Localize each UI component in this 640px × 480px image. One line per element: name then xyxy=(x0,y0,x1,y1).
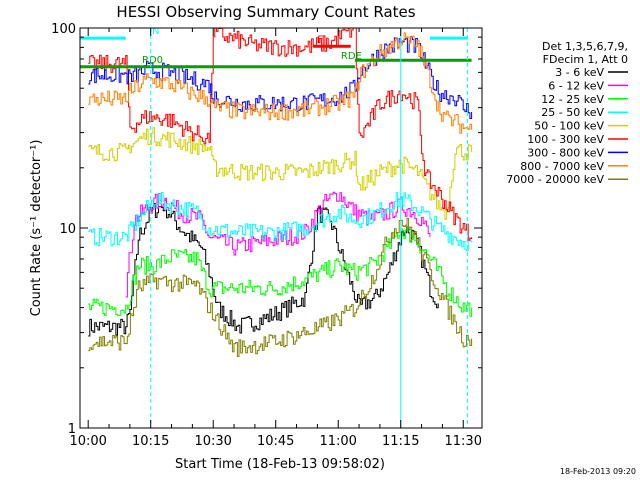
legend-header-1: Det 1,3,5,6,7,9, xyxy=(542,40,628,53)
series-line-4 xyxy=(88,191,473,252)
y-axis-label: Count Rate (s⁻¹ detector⁻¹) xyxy=(29,140,44,317)
legend-label-2: 6 - 12 keV xyxy=(548,79,604,92)
date-stamp: 18-Feb-2013 09:20 xyxy=(560,467,636,476)
legend-label-3: 12 - 25 keV xyxy=(541,93,604,106)
legend-label-6: 100 - 300 keV xyxy=(527,133,604,146)
x-tick-label-4: 10:45 xyxy=(257,434,294,449)
legend-header-2: FDecim 1, Att 0 xyxy=(543,53,628,66)
legend-label-8: 800 - 7000 keV xyxy=(520,160,604,173)
markers-layer: N RD0 RDE F xyxy=(80,26,472,428)
series-line-6 xyxy=(88,28,473,241)
x-tick-label-6: 11:15 xyxy=(382,434,419,449)
y-tick-label-2: 10 xyxy=(59,222,76,237)
series-line-8 xyxy=(88,32,473,134)
legend-label-5: 50 - 100 keV xyxy=(534,120,604,133)
y-axis: 1 10 100 xyxy=(51,22,482,437)
legend-label-4: 25 - 50 keV xyxy=(541,106,604,119)
series-layer xyxy=(88,28,473,357)
x-tick-label-3: 10:30 xyxy=(194,434,231,449)
x-tick-label-5: 11:00 xyxy=(319,434,356,449)
x-tick-label-7: 11:30 xyxy=(445,434,482,449)
x-tick-label-2: 10:15 xyxy=(132,434,169,449)
series-line-1 xyxy=(88,199,439,337)
series-line-9 xyxy=(88,217,473,357)
legend-label-9: 7000 - 20000 keV xyxy=(506,173,604,186)
series-line-5 xyxy=(88,127,473,220)
legend-label-7: 300 - 800 keV xyxy=(527,146,604,159)
x-axis-label: Start Time (18-Feb-13 09:58:02) xyxy=(175,457,385,472)
chart-title: HESSI Observing Summary Count Rates xyxy=(116,3,415,21)
series-line-2 xyxy=(125,191,431,298)
state-label-rd0: RD0 xyxy=(142,55,163,66)
state-label-n: N xyxy=(152,26,159,37)
series-line-3 xyxy=(88,227,473,317)
y-tick-label-1: 1 xyxy=(68,422,76,437)
legend-label-1: 3 - 6 keV xyxy=(555,66,604,79)
y-tick-label-3: 100 xyxy=(51,22,76,37)
state-label-f: F xyxy=(317,34,323,45)
x-axis: 10:00 10:15 10:30 10:45 11:00 11:15 11:30 xyxy=(69,28,482,449)
x-tick-label-1: 10:00 xyxy=(69,434,106,449)
state-label-rde: RDE xyxy=(341,51,362,62)
legend: Det 1,3,5,6,7,9,FDecim 1, Att 03 - 6 keV… xyxy=(506,40,628,186)
